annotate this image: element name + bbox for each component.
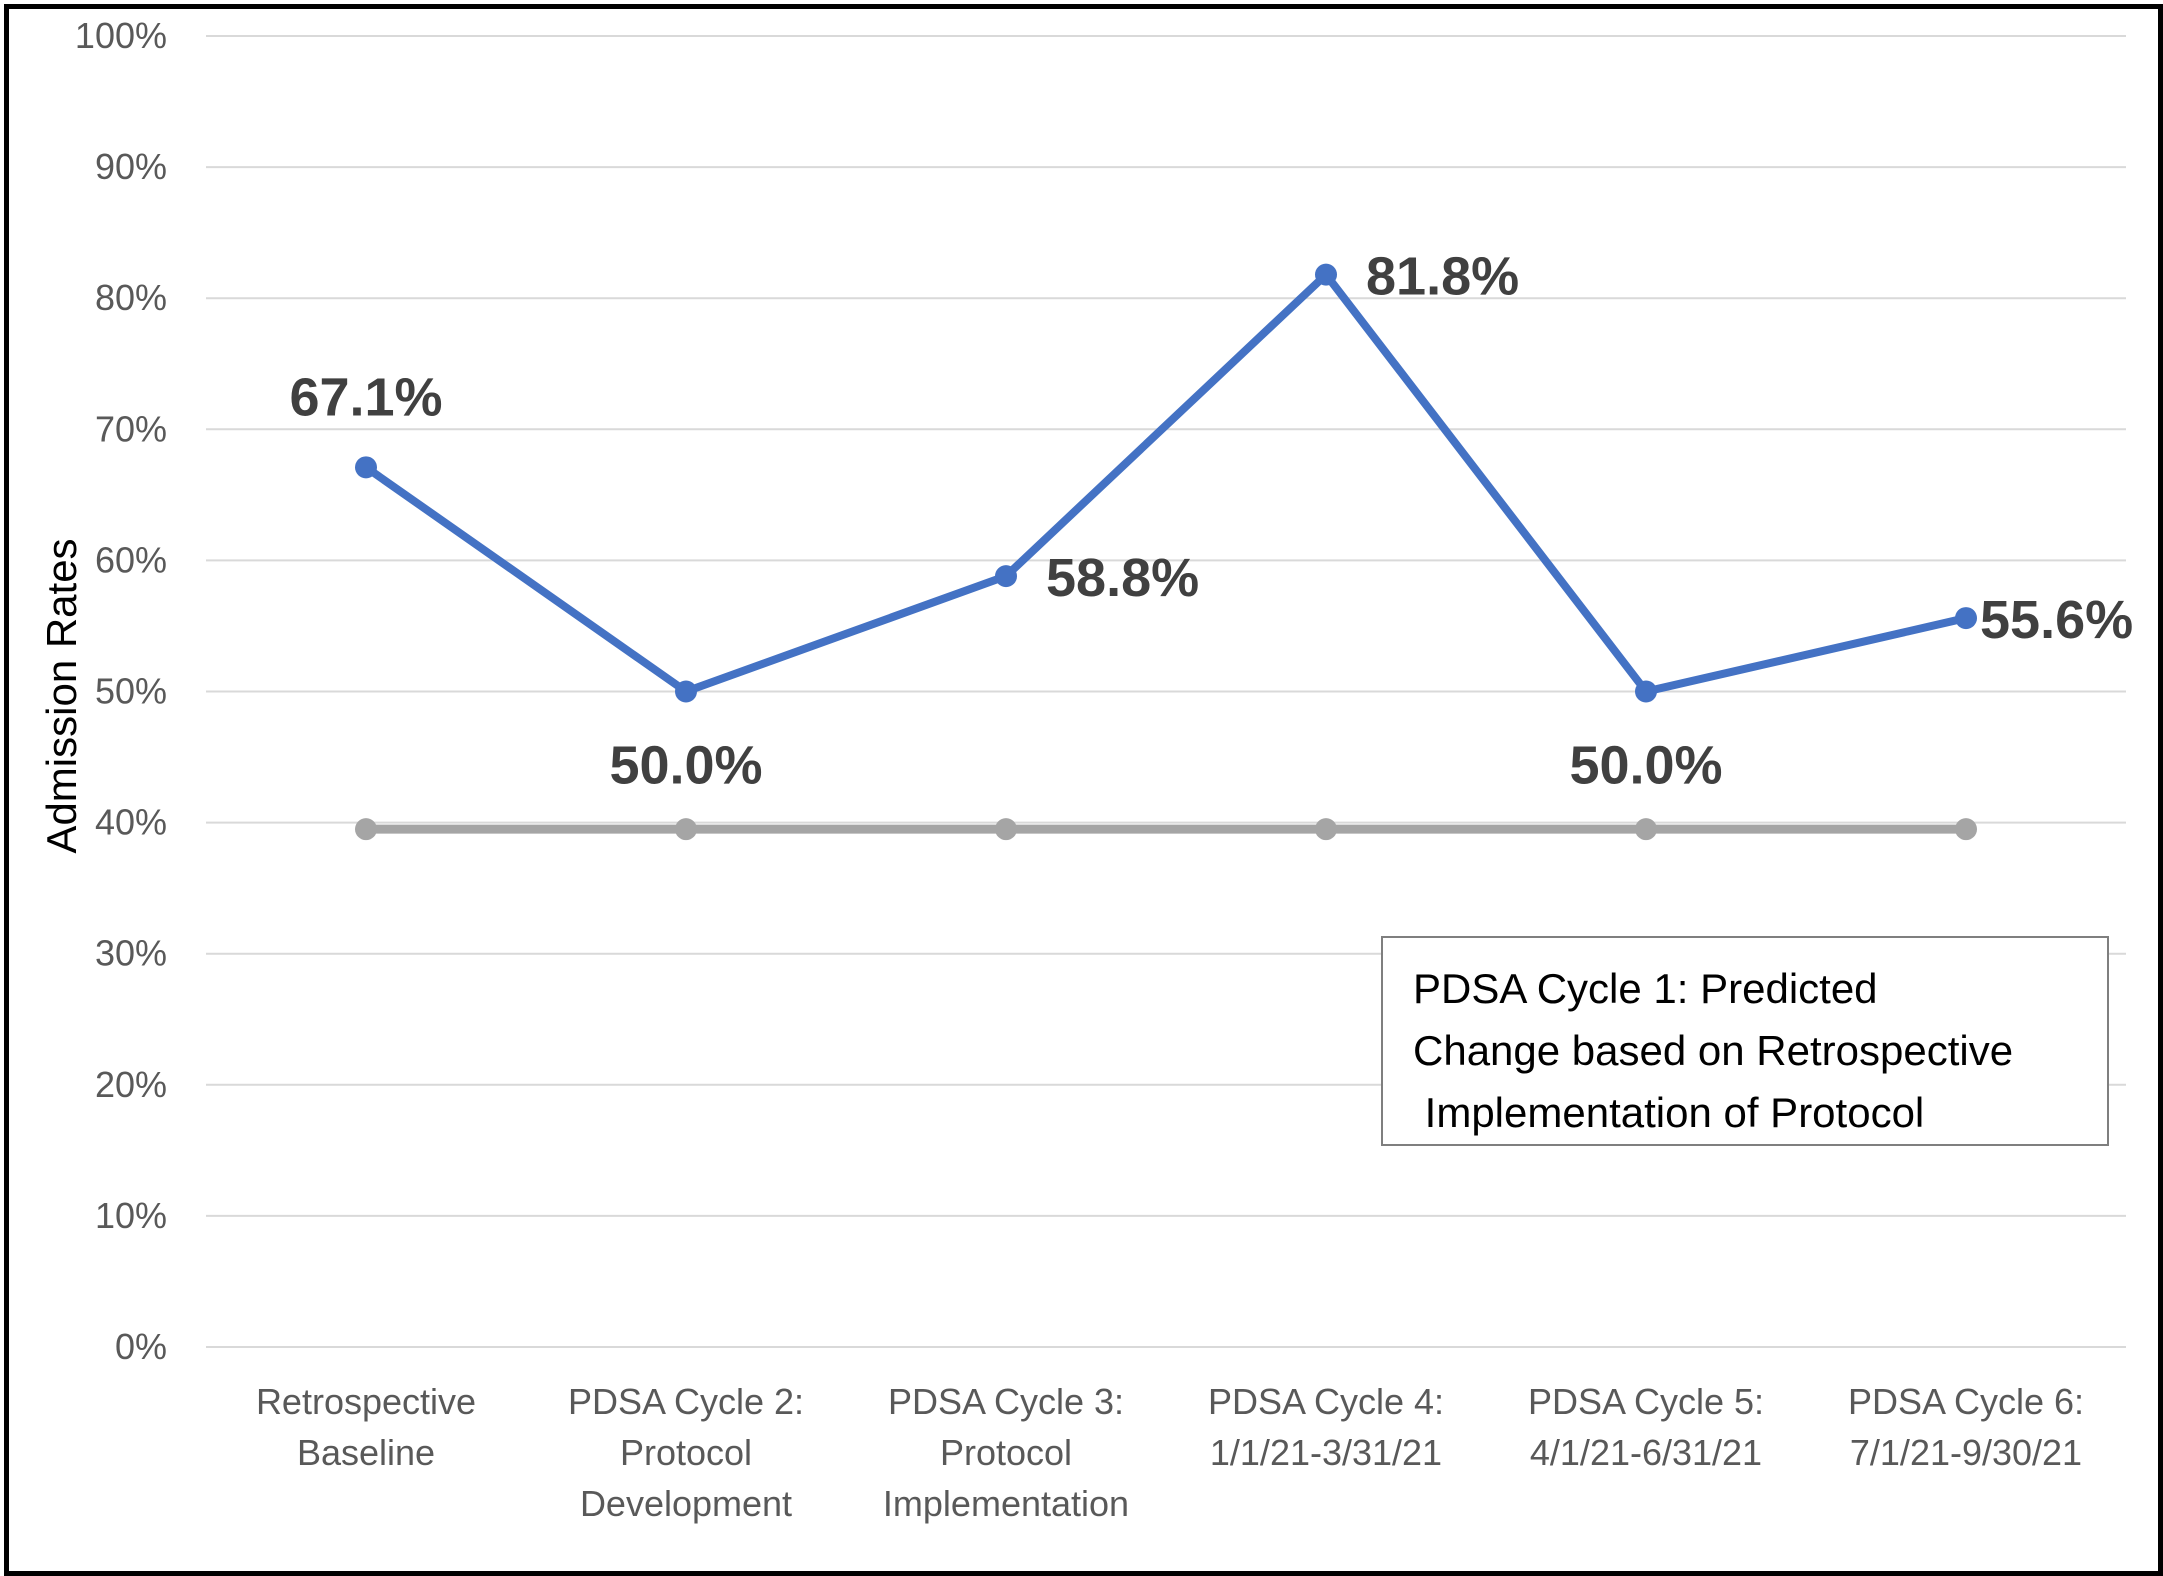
annotation-box: PDSA Cycle 1: Predicted Change based on …	[1381, 936, 2109, 1146]
chart-frame	[4, 4, 2163, 1576]
y-tick-label: 60%	[95, 539, 167, 580]
data-label: 55.6%	[1980, 590, 2133, 650]
data-label: 81.8%	[1366, 247, 1519, 307]
x-category-label: PDSA Cycle 4: 1/1/21-3/31/21	[1208, 1381, 1444, 1473]
data-label: 67.1%	[289, 367, 442, 427]
admission-rate-point	[1955, 607, 1977, 630]
y-tick-label: 30%	[95, 933, 167, 974]
predicted-baseline-point	[675, 818, 697, 841]
y-tick-label: 100%	[75, 15, 167, 56]
gridlines	[206, 35, 2126, 1348]
annotation-line-2: Change based on Retrospective	[1413, 1027, 2014, 1074]
admission-rate-point	[675, 680, 697, 703]
annotation-line-1: PDSA Cycle 1: Predicted	[1413, 965, 1878, 1012]
admission-rate-line	[363, 270, 1967, 696]
y-tick-labels: 0% 10% 20% 30% 40% 50% 60% 70% 80% 90% 100%	[75, 15, 167, 1367]
y-tick-label: 80%	[95, 277, 167, 318]
y-tick-label: 0%	[115, 1326, 167, 1367]
y-axis-label: Admission Rates	[38, 538, 85, 853]
x-category-label: PDSA Cycle 3: Protocol Implementation	[883, 1381, 1129, 1524]
admission-rate-point	[995, 565, 1017, 588]
x-category-label: PDSA Cycle 2: Protocol Development	[568, 1381, 804, 1524]
y-tick-label: 70%	[95, 408, 167, 449]
y-tick-label: 20%	[95, 1064, 167, 1105]
data-labels: 67.1% 50.0% 58.8% 81.8% 50.0% 55.6%	[289, 247, 2133, 796]
predicted-baseline-point	[1955, 818, 1977, 841]
data-label: 58.8%	[1046, 548, 1199, 608]
predicted-baseline-point	[355, 818, 377, 841]
predicted-baseline-point	[1315, 818, 1337, 841]
x-category-label: Retrospective Baseline	[256, 1381, 476, 1473]
y-tick-label: 50%	[95, 671, 167, 712]
data-label: 50.0%	[609, 736, 762, 796]
x-category-label: PDSA Cycle 6: 7/1/21-9/30/21	[1848, 1381, 2084, 1473]
admission-rate-point	[1635, 680, 1657, 703]
x-category-labels: Retrospective Baseline PDSA Cycle 2: Protoc…	[256, 1381, 2084, 1524]
admission-rate-point	[355, 456, 377, 479]
y-tick-label: 40%	[95, 802, 167, 843]
data-label: 50.0%	[1569, 736, 1722, 796]
predicted-baseline-point	[1635, 818, 1657, 841]
x-category-label: PDSA Cycle 5: 4/1/21-6/31/21	[1528, 1381, 1764, 1473]
annotation-line-3: Implementation of Protocol	[1413, 1089, 1925, 1136]
y-tick-label: 10%	[95, 1195, 167, 1236]
admission-rate-point	[1315, 263, 1337, 286]
y-tick-label: 90%	[95, 146, 167, 187]
predicted-baseline-point	[995, 818, 1017, 841]
series-lines	[355, 263, 1977, 841]
